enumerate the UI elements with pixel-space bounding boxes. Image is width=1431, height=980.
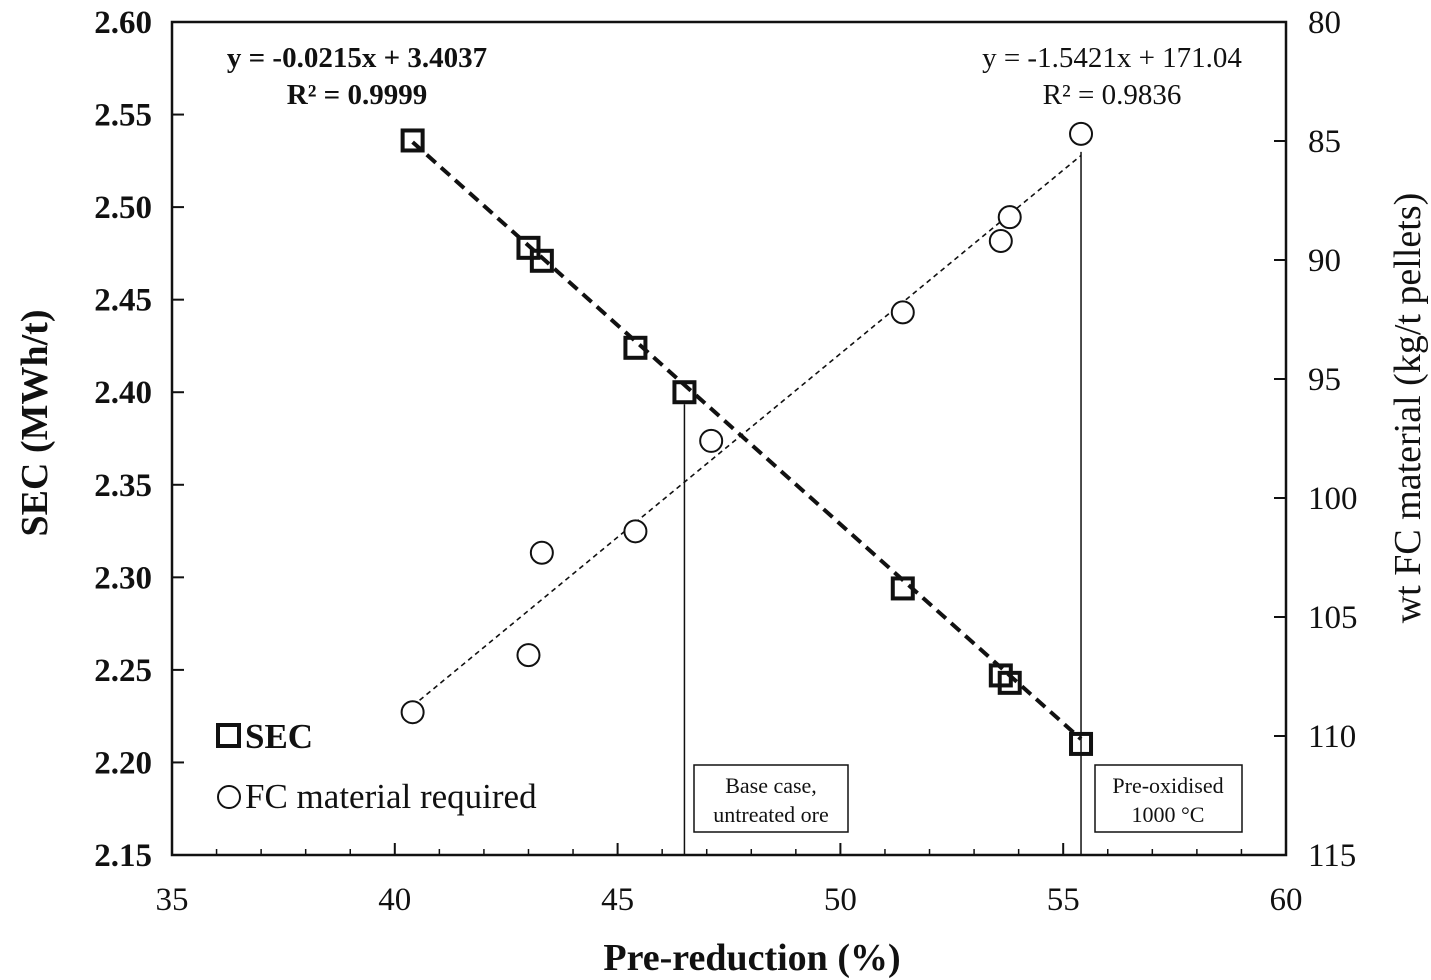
y2-tick-label: 110 xyxy=(1308,719,1356,755)
y-tick-label: 2.40 xyxy=(94,375,152,411)
sec-r2: R² = 0.9999 xyxy=(287,79,427,111)
trendlines xyxy=(411,140,1083,741)
sec-point xyxy=(516,235,541,260)
y-tick-label: 2.35 xyxy=(94,468,152,504)
fc-point xyxy=(516,643,541,668)
fc-point xyxy=(988,228,1013,253)
fc-point xyxy=(1069,121,1094,146)
x-tick-label: 50 xyxy=(824,882,857,918)
y2-tick-label: 115 xyxy=(1308,838,1356,874)
x-axis: 35 40 45 50 55 60 xyxy=(156,843,1303,918)
y2-tick-label: 105 xyxy=(1308,600,1358,636)
annotation-line: 1000 °C xyxy=(1132,802,1205,827)
y2-tick-label: 100 xyxy=(1308,481,1358,517)
y2-axis-title: wt FC material (kg/t pellets) xyxy=(1387,193,1429,624)
sec-point xyxy=(997,670,1022,695)
y2-tick-label: 90 xyxy=(1308,243,1341,279)
legend: SEC FC material required xyxy=(216,717,537,816)
sec-point xyxy=(400,128,425,153)
x-tick-label: 60 xyxy=(1270,882,1303,918)
legend-square-marker xyxy=(216,723,241,748)
plot-area xyxy=(170,20,1288,857)
y-tick-label: 2.45 xyxy=(94,283,152,319)
sec-point xyxy=(529,248,554,273)
sec-trendline xyxy=(411,140,1083,741)
x-axis-title: Pre-reduction (%) xyxy=(603,937,900,979)
data-markers xyxy=(400,121,1094,756)
fc-point xyxy=(890,300,915,325)
fc-point xyxy=(699,428,724,453)
annotation-line: Pre-oxidised xyxy=(1112,773,1223,798)
sec-equation: y = -0.0215x + 3.4037 xyxy=(227,42,487,74)
fc-equation: y = -1.5421x + 171.04 xyxy=(982,42,1242,74)
y-tick-label: 2.20 xyxy=(94,745,152,781)
fc-trendline xyxy=(412,154,1082,707)
y-tick-label: 2.15 xyxy=(94,838,152,874)
annotation-lines xyxy=(683,151,1082,855)
sec-point xyxy=(1069,731,1094,756)
x-tick-label: 45 xyxy=(601,882,634,918)
fc-point xyxy=(400,700,425,725)
x-tick-label: 40 xyxy=(378,882,411,918)
y-tick-label: 2.25 xyxy=(94,653,152,689)
pre-oxidised-annotation: Pre-oxidised 1000 °C xyxy=(1094,764,1243,833)
y2-tick-label: 85 xyxy=(1308,124,1341,160)
fc-point xyxy=(623,519,648,544)
legend-circle-marker xyxy=(217,785,241,809)
sec-point xyxy=(672,380,697,405)
annotation-line: Base case, xyxy=(725,773,817,798)
fc-r2: R² = 0.9836 xyxy=(1043,79,1182,111)
y-axis-right: 80 85 90 95 100 105 110 115 xyxy=(1274,5,1358,874)
annotation-line: untreated ore xyxy=(713,802,828,827)
y-axis-title: SEC (MWh/t) xyxy=(14,310,56,537)
y2-tick-label: 95 xyxy=(1308,362,1341,398)
fc-point xyxy=(997,205,1022,230)
x-tick-label: 55 xyxy=(1047,882,1080,918)
y-axis-left: 2.15 2.20 2.25 2.30 2.35 2.40 2.45 2.50 2.55 2.60 xyxy=(94,5,184,874)
y-tick-label: 2.50 xyxy=(94,190,152,226)
y-tick-label: 2.30 xyxy=(94,560,152,596)
fc-point xyxy=(529,540,554,565)
y-tick-label: 2.55 xyxy=(94,98,152,134)
legend-sec-label: SEC xyxy=(245,717,313,756)
legend-fc-label: FC material required xyxy=(245,777,537,816)
y2-tick-label: 80 xyxy=(1308,5,1341,41)
x-tick-label: 35 xyxy=(156,882,189,918)
y-tick-label: 2.60 xyxy=(94,5,152,41)
base-case-annotation: Base case, untreated ore xyxy=(693,764,849,833)
sec-point xyxy=(623,335,648,360)
sec-point xyxy=(890,576,915,601)
